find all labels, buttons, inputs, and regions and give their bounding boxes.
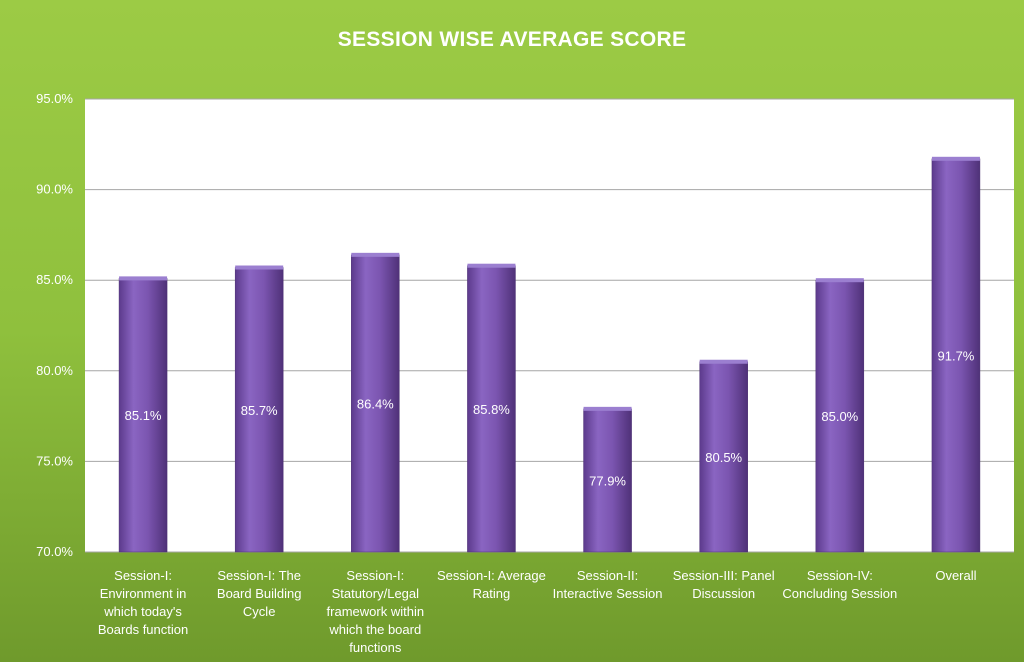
bar-cap xyxy=(699,359,748,364)
data-label: 80.5% xyxy=(705,450,742,465)
y-tick-label: 95.0% xyxy=(36,91,73,106)
data-label: 85.0% xyxy=(821,409,858,424)
bar-cap xyxy=(235,265,284,270)
bar-cap xyxy=(467,263,516,268)
bar xyxy=(234,267,284,553)
x-category-label: Session-II: Interactive Session xyxy=(553,568,663,601)
bar xyxy=(931,158,981,553)
bar-cap xyxy=(931,156,980,161)
x-axis-categories: Session-I: Environment in which today's Boa… xyxy=(98,568,977,655)
x-category-label: Session-I: The Board Building Cycle xyxy=(217,568,302,619)
chart-title: SESSION WISE AVERAGE SCORE xyxy=(337,28,687,51)
bar-layer: 85.1% 85.7% 86.4% 85.8% 77.9% 80.5% 85.0% 91.7% xyxy=(118,156,981,553)
data-label: 86.4% xyxy=(357,396,394,411)
x-category-label: Session-IV: Concluding Session xyxy=(782,568,897,601)
bar-cap xyxy=(119,276,168,281)
x-category-label: Session-I: Environment in which today's Boa… xyxy=(98,568,188,637)
bar xyxy=(351,254,400,553)
x-category-label: Overall xyxy=(935,568,976,583)
data-label: 85.8% xyxy=(473,402,510,417)
x-category-label: Session-I: Statutory/Legal framework withi… xyxy=(327,568,425,655)
bar xyxy=(583,408,632,553)
bar xyxy=(699,361,748,553)
y-tick-label: 70.0% xyxy=(36,544,73,559)
bar-cap xyxy=(583,406,632,411)
y-tick-label: 90.0% xyxy=(36,182,73,197)
bar-cap xyxy=(815,278,864,283)
data-label: 77.9% xyxy=(589,473,626,488)
bar xyxy=(815,279,865,553)
x-category-label: Session-I: Average Rating xyxy=(437,568,546,601)
data-label: 91.7% xyxy=(938,348,975,363)
y-axis-ticks: 70.0% 75.0% 80.0% 85.0% 90.0% 95.0% xyxy=(36,91,73,559)
y-tick-label: 85.0% xyxy=(36,272,73,287)
y-tick-label: 80.0% xyxy=(36,363,73,378)
data-label: 85.1% xyxy=(125,408,162,423)
y-tick-label: 75.0% xyxy=(36,453,73,468)
bar-cap xyxy=(351,252,400,257)
plot-area xyxy=(85,99,1014,552)
data-label: 85.7% xyxy=(241,403,278,418)
bar xyxy=(118,278,168,553)
x-category-label: Session-III: Panel Discussion xyxy=(673,568,775,601)
